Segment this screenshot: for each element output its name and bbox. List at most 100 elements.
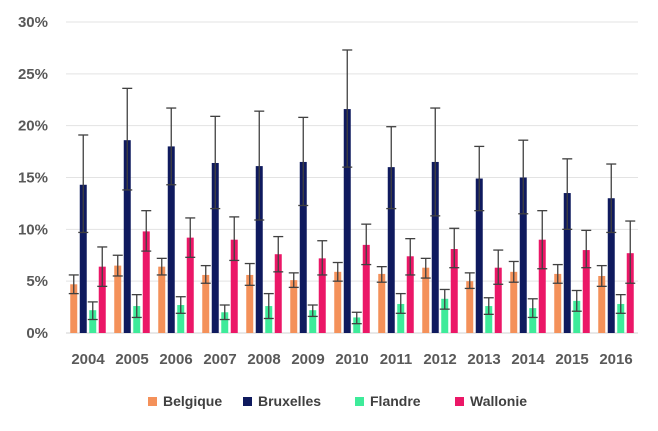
- bar-wallonie-2011: [406, 256, 414, 333]
- error-bar-flandre-2012: [439, 288, 450, 310]
- error-bar-belgique-2014: [508, 260, 519, 283]
- x-axis: 2004 2005 2006 2007 2008 2009 2010 2011 2012 2013…: [71, 351, 632, 368]
- error-bar-belgique-2015: [552, 263, 563, 284]
- bar-belgique-2010: [334, 271, 342, 333]
- y-axis: 0% 5% 10% 15% 20% 25% 30%: [18, 14, 48, 342]
- error-bar-belgique-2006: [156, 257, 167, 276]
- y-tick-label: 25%: [18, 66, 48, 83]
- bar-bruxelles-2012: [431, 161, 439, 333]
- bar-belgique-2005: [114, 265, 122, 333]
- error-bar-belgique-2013: [464, 272, 475, 290]
- error-bar-bruxelles-2005: [122, 87, 133, 191]
- bar-flandre-2016: [617, 303, 625, 333]
- legend-item-bruxelles: Bruxelles: [243, 393, 321, 409]
- error-bar-flandre-2015: [571, 289, 582, 312]
- bar-flandre-2014: [529, 308, 537, 333]
- bar-bruxelles-2008: [255, 166, 263, 333]
- bar-wallonie-2016: [626, 253, 634, 333]
- bar-bruxelles-2016: [607, 198, 615, 333]
- y-tick-label: 5%: [26, 273, 48, 290]
- error-bar-bruxelles-2012: [430, 107, 441, 217]
- error-bar-bruxelles-2009: [298, 116, 309, 207]
- error-bars: [68, 49, 636, 325]
- legend: Belgique Bruxelles Flandre Wallonie: [148, 393, 527, 409]
- error-bar-flandre-2010: [351, 311, 362, 325]
- bar-belgique-2006: [158, 266, 166, 333]
- bar-bruxelles-2010: [343, 109, 351, 333]
- error-bar-wallonie-2011: [405, 238, 416, 276]
- bar-bruxelles-2009: [299, 161, 307, 333]
- bar-wallonie-2005: [142, 231, 150, 333]
- bar-flandre-2013: [485, 306, 493, 333]
- bar-wallonie-2014: [538, 239, 546, 333]
- error-bar-flandre-2004: [87, 301, 98, 321]
- y-tick-label: 0%: [26, 325, 48, 342]
- error-bar-flandre-2016: [615, 293, 626, 314]
- error-bar-flandre-2011: [395, 292, 406, 314]
- legend-label: Wallonie: [470, 393, 527, 409]
- error-bar-bruxelles-2004: [78, 134, 89, 234]
- bar-flandre-2004: [89, 310, 97, 333]
- y-tick-label: 15%: [18, 170, 48, 187]
- error-bar-belgique-2012: [420, 257, 431, 279]
- x-tick-label: 2014: [511, 351, 545, 368]
- x-tick-label: 2013: [467, 351, 500, 368]
- x-tick-label: 2011: [380, 351, 413, 368]
- bar-wallonie-2004: [98, 266, 106, 333]
- bar-flandre-2015: [573, 300, 581, 333]
- error-bar-wallonie-2008: [273, 235, 284, 273]
- error-bar-bruxelles-2008: [254, 110, 265, 221]
- error-bar-belgique-2008: [244, 262, 255, 286]
- error-bar-flandre-2005: [131, 293, 142, 319]
- bar-flandre-2009: [309, 310, 317, 333]
- legend-label: Flandre: [370, 393, 421, 409]
- x-tick-label: 2012: [423, 351, 456, 368]
- legend-item-belgique: Belgique: [148, 393, 222, 409]
- bar-flandre-2008: [265, 306, 273, 333]
- error-bar-belgique-2011: [376, 266, 387, 283]
- error-bar-flandre-2007: [219, 304, 230, 321]
- error-bar-belgique-2007: [200, 264, 211, 284]
- error-bar-wallonie-2012: [449, 227, 460, 269]
- error-bar-wallonie-2009: [317, 240, 328, 276]
- bar-bruxelles-2007: [211, 162, 219, 333]
- x-tick-label: 2004: [71, 351, 105, 368]
- bar-belgique-2009: [290, 280, 298, 333]
- error-bar-belgique-2004: [68, 274, 79, 295]
- bars: [70, 109, 634, 333]
- bar-wallonie-2013: [494, 267, 502, 333]
- bar-flandre-2005: [133, 306, 141, 333]
- y-tick-label: 30%: [18, 14, 48, 31]
- bar-wallonie-2008: [274, 254, 282, 333]
- y-tick-label: 10%: [18, 221, 48, 238]
- x-tick-label: 2006: [159, 351, 192, 368]
- error-bar-flandre-2013: [483, 297, 494, 315]
- bar-flandre-2006: [177, 305, 185, 333]
- bar-bruxelles-2015: [563, 193, 571, 333]
- bar-wallonie-2010: [362, 244, 370, 333]
- error-bar-wallonie-2007: [229, 216, 240, 262]
- legend-item-flandre: Flandre: [355, 393, 421, 409]
- x-tick-label: 2016: [599, 351, 632, 368]
- error-bar-bruxelles-2010: [342, 49, 353, 168]
- bar-wallonie-2009: [318, 258, 326, 333]
- error-bar-wallonie-2004: [97, 246, 108, 288]
- error-bar-wallonie-2013: [493, 249, 504, 285]
- bar-wallonie-2006: [186, 237, 194, 333]
- bar-belgique-2004: [70, 284, 78, 333]
- x-tick-label: 2007: [203, 351, 236, 368]
- error-bar-belgique-2016: [596, 264, 607, 288]
- bar-bruxelles-2005: [123, 140, 131, 333]
- bar-belgique-2016: [598, 275, 606, 333]
- error-bar-bruxelles-2015: [562, 158, 573, 230]
- legend-swatch: [455, 397, 464, 406]
- error-bar-belgique-2005: [112, 254, 123, 277]
- error-bar-bruxelles-2006: [166, 107, 177, 186]
- bar-wallonie-2012: [450, 249, 458, 333]
- bar-belgique-2008: [246, 274, 254, 333]
- error-bar-flandre-2008: [263, 292, 274, 320]
- bar-wallonie-2015: [582, 250, 590, 333]
- bar-belgique-2015: [554, 273, 562, 333]
- error-bar-belgique-2010: [332, 261, 343, 282]
- legend-swatch: [243, 397, 252, 406]
